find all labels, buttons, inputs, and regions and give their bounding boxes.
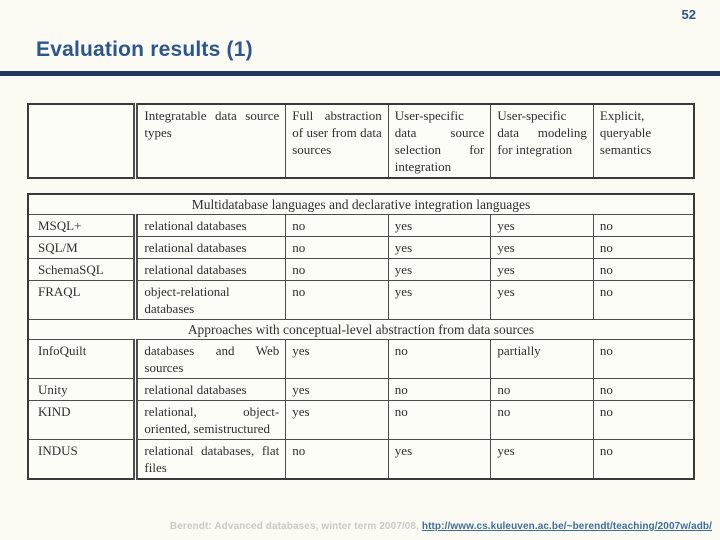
value-cell: no xyxy=(592,214,695,237)
table-row: Unity relational databases yes no no no xyxy=(27,378,695,401)
value-cell: no xyxy=(592,236,695,259)
column-header: User-specific data modeling for integrat… xyxy=(490,103,594,179)
table-row: MSQL+ relational databases no yes yes no xyxy=(27,214,695,237)
value-cell: no xyxy=(387,339,492,379)
value-cell: no xyxy=(387,378,492,401)
column-header: User-specific data source selection for … xyxy=(387,103,492,179)
value-cell: yes xyxy=(490,236,594,259)
column-header: Integratable data source types xyxy=(133,103,287,179)
column-header: Explicit, queryable semantics xyxy=(592,103,695,179)
title-divider xyxy=(0,71,720,76)
value-cell: no xyxy=(285,258,389,281)
value-cell: yes xyxy=(285,339,389,379)
system-name-cell: KIND xyxy=(27,400,137,440)
table-row: KIND relational, object-oriented, semistr… xyxy=(27,400,695,440)
system-name-cell: MSQL+ xyxy=(27,214,137,237)
value-cell: no xyxy=(285,236,389,259)
value-cell: yes xyxy=(387,214,492,237)
table-row: SchemaSQL relational databases no yes yes no xyxy=(27,258,695,281)
value-cell: relational databases xyxy=(133,214,287,237)
system-name-cell: SQL/M xyxy=(27,236,137,259)
value-cell: no xyxy=(285,439,389,480)
table-row: FRAQL object-relational databases no yes yes… xyxy=(27,280,695,320)
header-row: Integratable data source types Full abstr… xyxy=(27,103,695,179)
value-cell: no xyxy=(387,400,492,440)
system-name-cell: InfoQuilt xyxy=(27,339,137,379)
value-cell: no xyxy=(592,280,695,320)
value-cell: no xyxy=(592,439,695,480)
system-name-cell: Unity xyxy=(27,378,137,401)
value-cell: yes xyxy=(387,258,492,281)
table-row: InfoQuilt databases and Web sources yes no p… xyxy=(27,339,695,379)
value-cell: relational databases, flat files xyxy=(133,439,287,480)
footer-link[interactable]: http://www.cs.kuleuven.ac.be/~berendt/te… xyxy=(421,521,712,532)
value-cell: yes xyxy=(285,378,389,401)
footer-credit-text: Berendt: Advanced databases, winter term… xyxy=(169,521,422,532)
value-cell: yes xyxy=(490,280,594,320)
value-cell: relational databases xyxy=(133,236,287,259)
section-header: Approaches with conceptual-level abstrac… xyxy=(27,319,695,340)
value-cell: relational databases xyxy=(133,258,287,281)
evaluation-table-header: Integratable data source types Full abstr… xyxy=(27,103,695,179)
value-cell: no xyxy=(490,378,594,401)
value-cell: no xyxy=(592,339,695,379)
value-cell: yes xyxy=(387,280,492,320)
evaluation-table-body: Multidatabase languages and declarative … xyxy=(27,193,695,480)
body-tbody: Multidatabase languages and declarative … xyxy=(27,193,695,480)
value-cell: partially xyxy=(490,339,594,379)
value-cell: relational, object-oriented, semistructu… xyxy=(133,400,287,440)
value-cell: yes xyxy=(387,439,492,480)
value-cell: yes xyxy=(387,236,492,259)
table-row: SQL/M relational databases no yes yes no xyxy=(27,236,695,259)
value-cell: yes xyxy=(490,214,594,237)
section-header: Multidatabase languages and declarative … xyxy=(27,193,695,215)
value-cell: no xyxy=(592,258,695,281)
system-name-cell: FRAQL xyxy=(27,280,137,320)
column-header: Full abstraction of user from data sourc… xyxy=(285,103,389,179)
corner-cell xyxy=(27,103,137,179)
value-cell: no xyxy=(285,280,389,320)
value-cell: yes xyxy=(490,439,594,480)
section-header-row: Multidatabase languages and declarative … xyxy=(27,193,695,215)
footer-credit: Berendt: Advanced databases, winter term… xyxy=(0,521,712,532)
value-cell: yes xyxy=(285,400,389,440)
value-cell: no xyxy=(490,400,594,440)
value-cell: no xyxy=(592,378,695,401)
value-cell: relational databases xyxy=(133,378,287,401)
table-row: INDUS relational databases, flat files no y… xyxy=(27,439,695,480)
value-cell: object-relational databases xyxy=(133,280,287,320)
section-header-row: Approaches with conceptual-level abstrac… xyxy=(27,319,695,340)
system-name-cell: SchemaSQL xyxy=(27,258,137,281)
system-name-cell: INDUS xyxy=(27,439,137,480)
value-cell: databases and Web sources xyxy=(133,339,287,379)
value-cell: yes xyxy=(490,258,594,281)
page-number: 52 xyxy=(681,7,696,22)
value-cell: no xyxy=(285,214,389,237)
page-title: Evaluation results (1) xyxy=(36,38,253,61)
value-cell: no xyxy=(592,400,695,440)
